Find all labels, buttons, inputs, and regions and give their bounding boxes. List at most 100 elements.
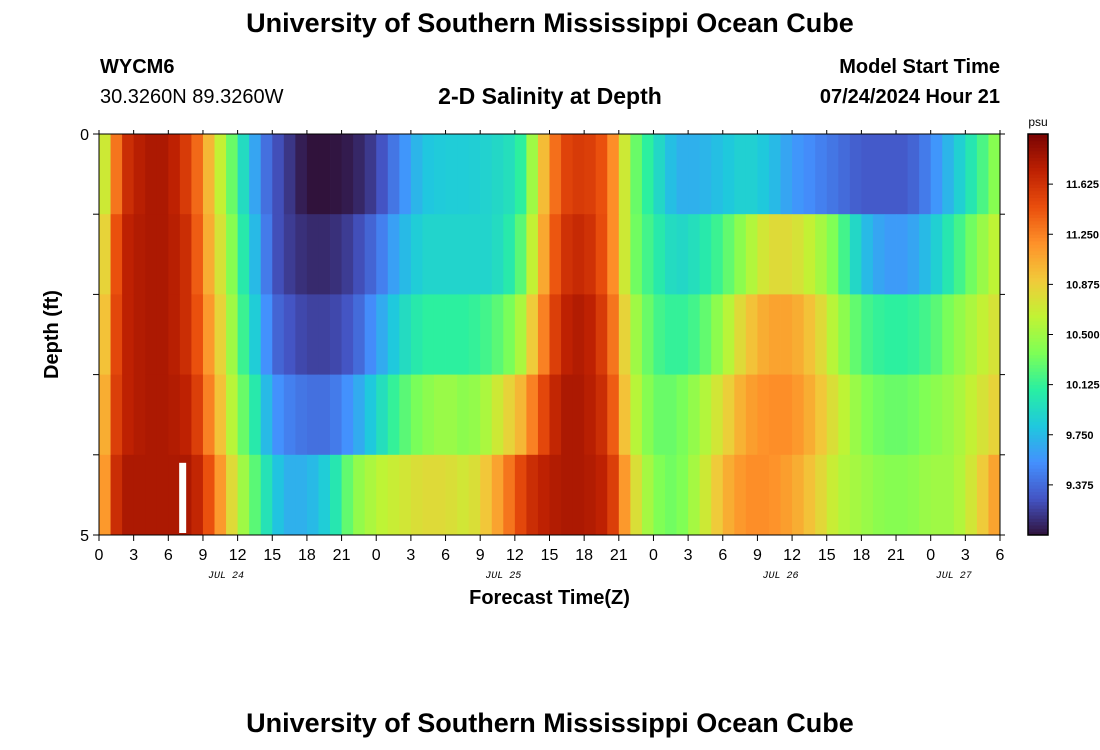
colorbar-segment xyxy=(1028,187,1048,192)
colorbar-segment xyxy=(1028,140,1048,145)
heatmap-cell xyxy=(561,214,573,295)
heatmap-cell xyxy=(156,134,169,215)
heatmap-cell xyxy=(422,374,435,456)
date-label: JUL 24 xyxy=(208,571,244,582)
colorbar-segment xyxy=(1028,190,1048,195)
colorbar: 9.375 9.750 10.125 10.500 10.875 11.250 11.625… xyxy=(1027,115,1100,536)
colorbar-segment xyxy=(1028,521,1048,526)
heatmap-cell xyxy=(942,134,955,215)
heatmap-cell xyxy=(618,294,631,375)
heatmap-cell xyxy=(445,214,458,295)
heatmap-cell xyxy=(768,294,781,375)
colorbar-segment xyxy=(1028,291,1048,295)
heatmap-cell xyxy=(387,214,400,295)
heatmap-cell xyxy=(872,454,885,536)
heatmap-cell xyxy=(676,454,689,536)
x-tick-label: 0 xyxy=(926,547,935,564)
heatmap-cell xyxy=(711,134,724,215)
colorbar-segment xyxy=(1028,454,1048,459)
heatmap-cell xyxy=(965,374,978,456)
heatmap-cell xyxy=(237,374,250,456)
heatmap-cell xyxy=(133,214,146,295)
heatmap-cell xyxy=(896,214,908,295)
heatmap-cell xyxy=(976,374,989,456)
x-tick-label: 21 xyxy=(610,547,628,564)
colorbar-segment xyxy=(1028,464,1048,469)
heatmap-cell xyxy=(214,294,227,375)
heatmap-cell xyxy=(861,454,874,536)
heatmap-cell xyxy=(942,454,955,536)
heatmap-cell xyxy=(699,454,712,536)
x-tick-label: 6 xyxy=(441,547,450,564)
heatmap-cell xyxy=(249,374,262,456)
heatmap-cell xyxy=(884,134,897,215)
heatmap-cell xyxy=(249,134,262,215)
heatmap-cell xyxy=(387,134,400,215)
heatmap-cell xyxy=(399,134,412,215)
heatmap-cell xyxy=(665,294,677,375)
heatmap-cell xyxy=(838,374,851,456)
colorbar-segment xyxy=(1028,311,1048,315)
heatmap-cell xyxy=(838,294,851,375)
heatmap-cell xyxy=(595,454,608,536)
colorbar-segment xyxy=(1028,421,1048,426)
colorbar-segment xyxy=(1028,371,1048,376)
x-tick-label: 3 xyxy=(684,547,693,564)
heatmap-cell xyxy=(653,214,666,295)
heatmap-cell xyxy=(896,294,908,375)
heatmap-cell xyxy=(976,214,989,295)
heatmap-cell xyxy=(907,374,920,456)
heatmap-cell xyxy=(965,134,978,215)
heatmap-cell xyxy=(168,294,181,375)
heatmap-cell xyxy=(145,214,158,295)
heatmap-cell xyxy=(537,214,550,295)
colorbar-segment xyxy=(1028,411,1048,416)
heatmap-cell xyxy=(768,454,781,536)
heatmap-cell xyxy=(953,294,966,375)
colorbar-segment xyxy=(1028,361,1048,366)
colorbar-segment xyxy=(1028,220,1048,225)
heatmap-cell xyxy=(745,454,758,536)
heatmap-cell xyxy=(641,294,654,375)
heatmap-cell xyxy=(272,214,285,295)
colorbar-segment xyxy=(1028,274,1048,279)
colorbar-segment xyxy=(1028,354,1048,359)
heatmap-cell xyxy=(976,134,989,215)
heatmap-cell xyxy=(399,294,412,375)
heatmap-cell xyxy=(168,454,181,536)
heatmap-cell xyxy=(514,454,527,536)
heatmap-cell xyxy=(410,374,423,456)
heatmap-cell xyxy=(942,294,955,375)
heatmap-cell xyxy=(953,134,966,215)
heatmap-cell xyxy=(734,134,747,215)
heatmap-cell xyxy=(734,454,747,536)
heatmap-cell xyxy=(468,214,481,295)
colorbar-segment xyxy=(1028,301,1048,305)
heatmap-cell xyxy=(768,134,781,215)
heatmap-cell xyxy=(202,454,215,536)
colorbar-segment xyxy=(1028,284,1048,289)
heatmap-cell xyxy=(468,374,481,456)
colorbar-segment xyxy=(1028,441,1048,446)
heatmap-cell xyxy=(780,454,793,536)
heatmap-cell xyxy=(537,294,550,375)
heatmap-cell xyxy=(491,454,504,536)
heatmap-cell xyxy=(353,294,366,375)
heatmap-cell xyxy=(110,294,123,375)
heatmap-cell xyxy=(757,374,770,456)
colorbar-segment xyxy=(1028,314,1048,319)
colorbar-segment xyxy=(1028,501,1048,506)
heatmap-cell xyxy=(272,454,285,536)
heatmap-cell xyxy=(907,454,920,536)
colorbar-segment xyxy=(1028,264,1048,269)
heatmap-cell xyxy=(757,134,770,215)
colorbar-segment xyxy=(1028,164,1048,168)
heatmap-cell xyxy=(988,214,1001,295)
heatmap-cell xyxy=(653,374,666,456)
heatmap-cell xyxy=(572,134,585,215)
colorbar-tick-label: 11.250 xyxy=(1066,229,1099,241)
heatmap-cell xyxy=(145,134,158,215)
colorbar-segment xyxy=(1028,324,1048,329)
colorbar-segment xyxy=(1028,154,1048,158)
